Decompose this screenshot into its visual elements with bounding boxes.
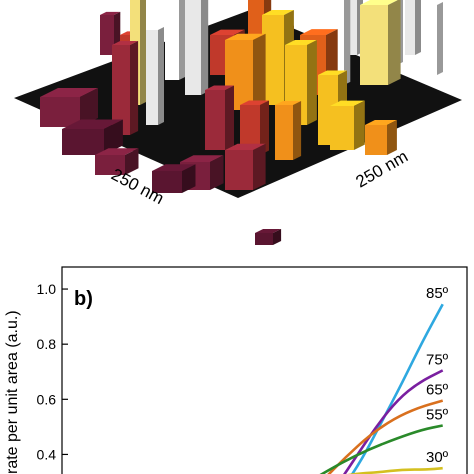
- bar-3d: [360, 0, 401, 85]
- series-label: 30º: [426, 449, 449, 466]
- series-line: [350, 303, 444, 474]
- bar-3d: [225, 33, 266, 111]
- panel-label-b: b): [74, 288, 93, 310]
- bar-3d: [185, 0, 209, 95]
- y-tick-label: 0.4: [37, 446, 57, 462]
- bar-3d: [330, 100, 365, 150]
- y-tick-label: 0.8: [37, 336, 57, 352]
- bar-3d: [152, 164, 196, 193]
- bar-3d: [365, 120, 397, 155]
- bar-3d: [95, 148, 139, 175]
- y-tick-label: 1.0: [37, 281, 57, 297]
- y-axis-label: rate per unit area (a.u.): [4, 310, 21, 474]
- series-line: [343, 369, 444, 474]
- series-line: [319, 424, 443, 474]
- bar-3d: [40, 88, 98, 127]
- bar-3d: [225, 143, 266, 190]
- bar-3d: [146, 27, 164, 125]
- bar-3d: [205, 85, 234, 150]
- series-label: 85º: [426, 285, 449, 302]
- y-axis: 0.4 0.6 0.8 1.0: [37, 281, 68, 462]
- bar-3d: [62, 119, 123, 155]
- bar-3d: [405, 0, 421, 55]
- series-label: 75º: [426, 351, 449, 368]
- series-label: 55º: [426, 406, 449, 423]
- series-lines: [319, 303, 444, 474]
- bar-3d: [275, 100, 302, 160]
- bar-3d: [240, 100, 269, 155]
- series-labels: 85º 75º 65º 55º 30º: [426, 285, 449, 466]
- panel-a-3d-surface: 250 nm 250 nm: [14, 0, 462, 245]
- bar-3d: [425, 2, 443, 75]
- plot-frame: [61, 266, 468, 474]
- bar-3d: [165, 0, 186, 80]
- series-line: [327, 399, 444, 474]
- bar-3d: [112, 40, 139, 136]
- series-line: [347, 466, 443, 474]
- y-tick-label: 0.6: [37, 391, 57, 407]
- bars-3d: [40, 0, 443, 245]
- series-label: 65º: [426, 382, 449, 399]
- panel-b-line-chart: 0.4 0.6 0.8 1.0 85º 75º 65º 55º 30º b) rate per…: [4, 266, 468, 474]
- bar-3d: [255, 228, 282, 245]
